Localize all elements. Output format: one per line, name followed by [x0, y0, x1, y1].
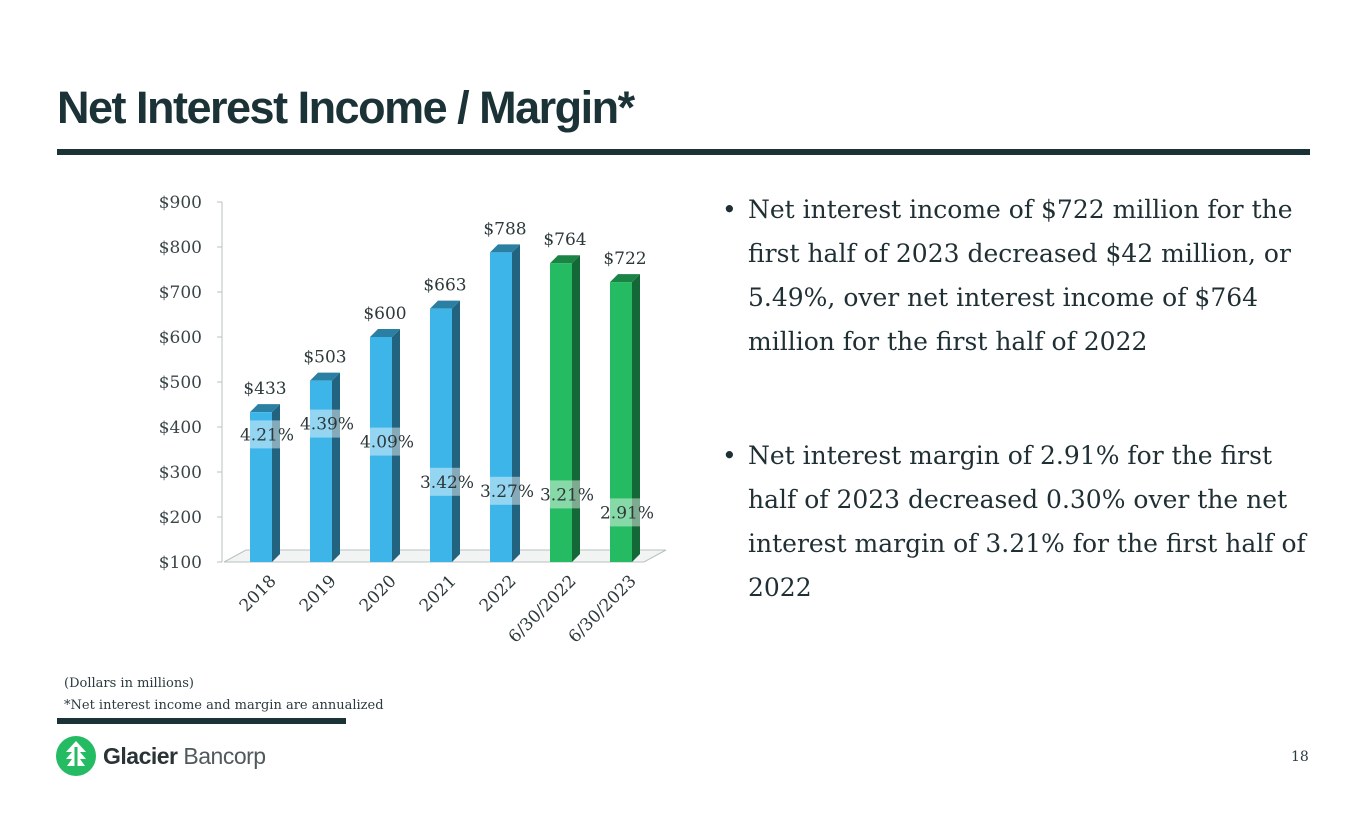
bar-side — [572, 255, 580, 562]
margin-label-band — [370, 427, 400, 456]
x-tick-label: 2022 — [476, 571, 521, 616]
bar-value-label: $600 — [363, 304, 406, 324]
page-number: 18 — [1291, 749, 1309, 765]
bar-side — [632, 274, 640, 562]
margin-label-band — [310, 409, 340, 438]
bar — [430, 308, 452, 562]
y-tick-label: $700 — [159, 283, 202, 303]
bar-group — [370, 329, 400, 562]
logo-wordmark-light: Bancorp — [183, 742, 266, 769]
margin-label-band — [490, 476, 520, 505]
bar-group — [610, 274, 640, 562]
company-logo: Glacier Bancorp — [55, 735, 266, 777]
bar — [370, 337, 392, 562]
bar-value-label: $663 — [423, 276, 466, 296]
bar — [550, 263, 572, 562]
margin-label: 3.42% — [420, 473, 474, 493]
bar-group — [490, 244, 520, 562]
bullet-net-interest-income: Net interest income of $722 million for … — [720, 188, 1310, 364]
margin-label: 4.39% — [300, 415, 354, 435]
margin-label: 3.27% — [480, 482, 534, 502]
bar — [310, 380, 332, 562]
y-tick-label: $900 — [159, 193, 202, 213]
bar-top — [490, 244, 520, 253]
bar-top — [250, 404, 280, 413]
margin-label-band — [430, 467, 460, 496]
bar — [490, 252, 512, 562]
bar-value-label: $503 — [303, 348, 346, 368]
glacier-logo-icon — [56, 736, 96, 776]
logo-wordmark-bold: Glacier — [103, 742, 178, 769]
margin-label-band — [250, 420, 280, 449]
annualized-footnote: *Net interest income and margin are annu… — [64, 698, 384, 713]
bar-value-label: $722 — [603, 249, 646, 269]
bar-side — [332, 372, 340, 562]
bar — [610, 282, 632, 562]
bar-group — [250, 404, 280, 562]
y-tick-label: $400 — [159, 418, 202, 438]
bar-top — [550, 255, 580, 264]
y-tick-label: $100 — [159, 553, 202, 573]
margin-label-band — [550, 480, 580, 509]
bar-side — [452, 300, 460, 562]
x-tick-label: 2020 — [356, 571, 401, 616]
y-tick-label: $200 — [159, 508, 202, 528]
net-interest-income-chart: $100 $200 $300 $400 $500 $600 $700 $800 $900 $433… — [159, 193, 667, 647]
y-tick-label: $300 — [159, 463, 202, 483]
margin-label: 2.91% — [600, 503, 654, 523]
bar-top — [430, 300, 460, 309]
bar-top — [370, 329, 400, 337]
title-divider — [57, 149, 1310, 155]
x-tick-label: 2019 — [296, 571, 341, 616]
footer-divider — [57, 718, 346, 724]
bar-group — [310, 372, 340, 562]
margin-label: 4.09% — [360, 433, 414, 453]
page-title: Net Interest Income / Margin* — [57, 82, 635, 133]
bar-group — [550, 255, 580, 562]
bar-side — [272, 404, 280, 562]
bar-side — [392, 329, 400, 562]
bar-value-label: $764 — [543, 230, 586, 250]
bar-top — [310, 372, 340, 381]
y-tick-label: $600 — [159, 328, 202, 348]
bar — [250, 412, 272, 562]
margin-label: 4.21% — [240, 425, 294, 445]
bar-group — [430, 300, 460, 562]
bullet-list: Net interest income of $722 million for … — [720, 188, 1310, 610]
bullet-net-interest-margin: Net interest margin of 2.91% for the fir… — [720, 434, 1310, 610]
y-tick-label: $500 — [159, 373, 202, 393]
x-tick-label: 2018 — [236, 571, 281, 616]
bar-top — [610, 274, 640, 283]
units-footnote: (Dollars in millions) — [64, 676, 194, 691]
bar-value-label: $788 — [483, 219, 526, 239]
margin-label-band — [610, 498, 640, 527]
bar-value-label: $433 — [243, 379, 286, 399]
x-tick-label: 2021 — [416, 571, 461, 616]
bar-side — [512, 244, 520, 562]
margin-label: 3.21% — [540, 485, 594, 505]
y-tick-label: $800 — [159, 238, 202, 258]
